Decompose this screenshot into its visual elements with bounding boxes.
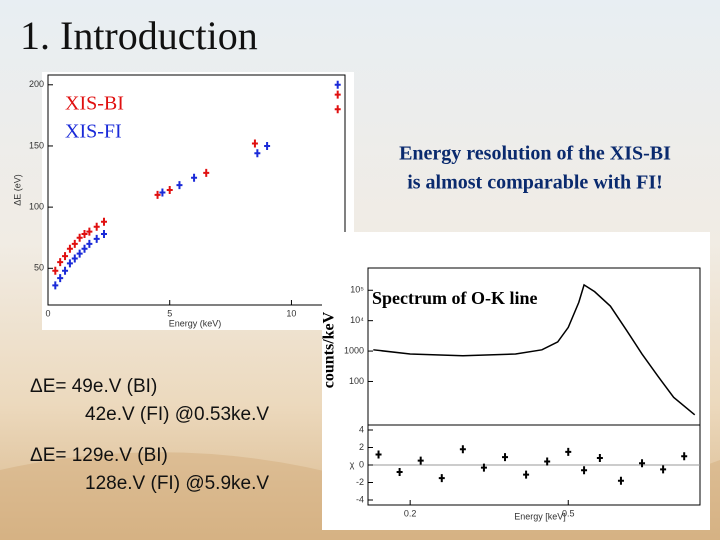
data-point: [438, 474, 445, 483]
spectrum-title: Spectrum of O-K line: [372, 288, 537, 308]
x-axis-label: Energy [keV]: [514, 511, 566, 521]
data-point: [76, 249, 83, 258]
spectrum-line: [373, 283, 696, 416]
data-point: [375, 450, 382, 459]
y-axis-label: ΔE (eV): [12, 174, 22, 206]
data-point: [71, 254, 78, 263]
data-point: [264, 141, 271, 150]
data-point: [100, 230, 107, 239]
data-point: [396, 468, 403, 477]
y-tick-label: 4: [359, 424, 364, 434]
data-point: [334, 90, 341, 99]
x-tick-label: 0.5: [562, 508, 575, 518]
y-tick-label: 0: [359, 459, 364, 469]
data-point: [66, 259, 73, 268]
y-tick-label: 100: [349, 376, 364, 386]
note: Energy resolution of the XIS-BI: [399, 143, 671, 165]
y-tick-label: -2: [356, 477, 364, 487]
legend-entry: XIS-FI: [65, 121, 122, 143]
data-point: [62, 252, 69, 261]
plot-panel: [42, 72, 354, 330]
y-tick-label: 10⁴: [350, 315, 364, 325]
legend-entry: XIS-BI: [65, 93, 124, 115]
result-text: 42e.V (FI) @0.53ke.V: [85, 404, 269, 425]
data-point: [93, 222, 100, 231]
data-point: [639, 459, 646, 468]
data-point: [176, 181, 183, 190]
slide-title: 1. Introduction: [20, 13, 258, 58]
data-point: [159, 188, 166, 197]
data-point: [681, 452, 688, 461]
y-tick-label: 200: [29, 79, 44, 89]
result-text: ΔE= 129e.V (BI): [30, 445, 168, 466]
data-point: [617, 476, 624, 485]
y-axis-label: χ: [350, 459, 355, 469]
data-point: [254, 149, 261, 158]
data-point: [417, 456, 424, 465]
data-point: [71, 239, 78, 248]
y-tick-label: 150: [29, 140, 44, 150]
data-point: [166, 186, 173, 194]
data-point: [502, 453, 509, 462]
data-point: [334, 105, 341, 114]
data-point: [52, 266, 59, 275]
data-point: [581, 466, 588, 475]
y-tick-label: 100: [29, 202, 44, 212]
data-point: [565, 447, 572, 456]
data-point: [154, 190, 161, 199]
x-tick-label: 5: [167, 308, 172, 318]
data-point: [86, 239, 93, 248]
data-point: [86, 227, 93, 236]
data-point: [334, 80, 341, 89]
y-tick-label: 10⁵: [350, 285, 364, 295]
y-tick-label: 50: [34, 263, 44, 273]
data-point: [480, 463, 487, 472]
data-point: [66, 244, 73, 253]
data-point: [81, 230, 88, 239]
data-point: [100, 217, 107, 226]
plot-frame: [47, 74, 346, 306]
data-point: [523, 470, 530, 479]
x-axis-label: Energy (keV): [169, 318, 222, 328]
plot-panel: [322, 232, 710, 530]
data-point: [93, 234, 100, 243]
data-point: [81, 244, 88, 253]
data-point: [52, 281, 59, 290]
x-tick-label: 10: [286, 308, 296, 318]
y-axis-label: counts/keV: [321, 311, 338, 388]
data-point: [459, 445, 466, 454]
data-point: [544, 457, 551, 466]
data-point: [203, 168, 210, 177]
data-point: [251, 139, 258, 148]
x-tick-label: 0.2: [404, 508, 417, 518]
data-point: [191, 173, 198, 182]
result-text: ΔE= 49e.V (BI): [30, 376, 157, 397]
y-tick-label: 1000: [344, 345, 364, 355]
data-point: [76, 233, 83, 242]
data-point: [57, 258, 64, 267]
data-point: [57, 274, 64, 283]
y-tick-label: -4: [356, 494, 364, 504]
y-tick-label: 2: [359, 442, 364, 452]
x-tick-label: 0: [45, 308, 50, 318]
data-point: [660, 465, 667, 474]
data-point: [62, 266, 69, 275]
result-text: 128e.V (FI) @5.9ke.V: [85, 473, 269, 494]
data-point: [596, 453, 603, 462]
note: is almost comparable with FI!: [407, 172, 663, 194]
